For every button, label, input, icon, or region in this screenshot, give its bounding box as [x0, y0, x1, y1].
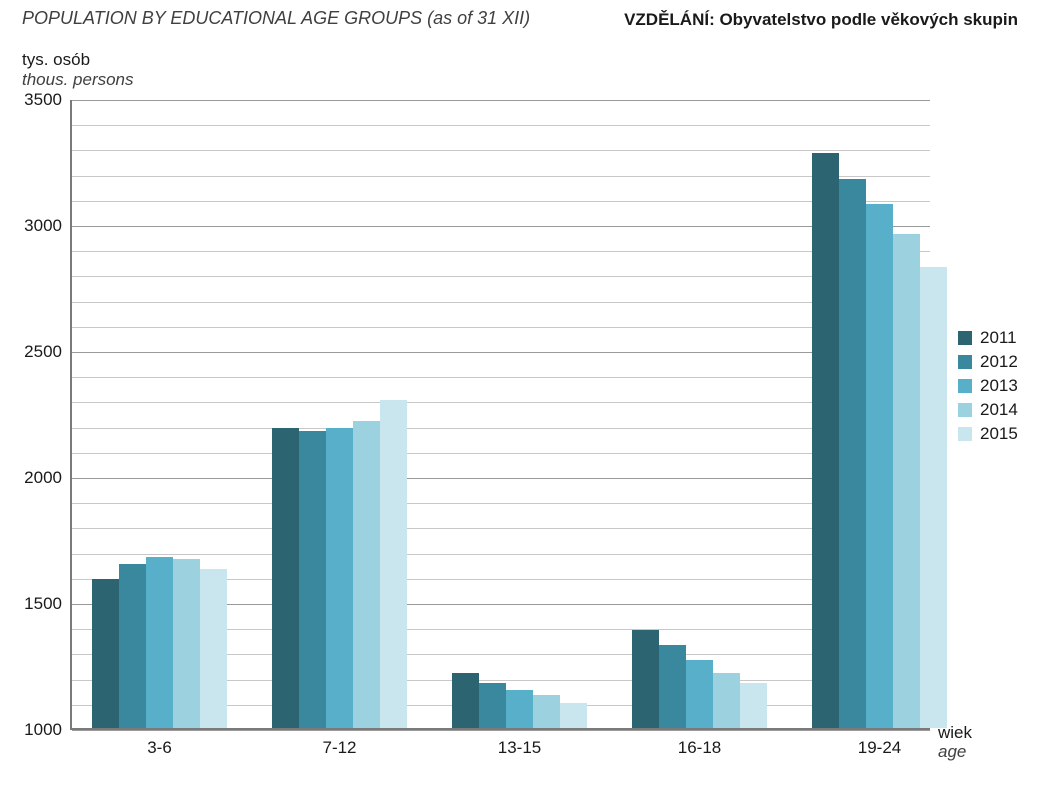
gridline-minor — [72, 377, 930, 378]
y-axis-label-line1: tys. osób — [22, 50, 134, 70]
y-tick-label: 2500 — [24, 342, 62, 362]
bar — [560, 703, 587, 728]
legend-item: 2011 — [958, 328, 1018, 348]
gridline-minor — [72, 503, 930, 504]
bar — [353, 421, 380, 728]
legend: 2011 2012 2013 2014 2015 — [958, 328, 1018, 448]
legend-label: 2015 — [980, 424, 1018, 444]
legend-item: 2015 — [958, 424, 1018, 444]
bar — [272, 428, 299, 728]
plot-wrap: 1000150020002500300035003-67-1213-1516-1… — [70, 100, 930, 730]
y-tick-label: 1500 — [24, 594, 62, 614]
x-tick-label: 3-6 — [147, 738, 172, 758]
legend-swatch — [958, 355, 972, 369]
gridline-major — [72, 730, 930, 731]
bar — [893, 234, 920, 728]
gridline-minor — [72, 402, 930, 403]
bar — [659, 645, 686, 728]
bar — [146, 557, 173, 728]
y-tick-label: 2000 — [24, 468, 62, 488]
gridline-minor — [72, 201, 930, 202]
gridline-minor — [72, 453, 930, 454]
bar — [92, 579, 119, 728]
bar — [200, 569, 227, 728]
bar — [632, 630, 659, 728]
bar — [299, 431, 326, 728]
y-axis-label-line2: thous. persons — [22, 70, 134, 90]
y-axis-label: tys. osób thous. persons — [22, 50, 134, 89]
bar — [326, 428, 353, 728]
x-tick-label: 7-12 — [322, 738, 356, 758]
gridline-minor — [72, 276, 930, 277]
gridline-minor — [72, 554, 930, 555]
legend-item: 2012 — [958, 352, 1018, 372]
gridline-minor — [72, 528, 930, 529]
bar — [740, 683, 767, 728]
plot-area: 1000150020002500300035003-67-1213-1516-1… — [70, 100, 930, 730]
gridline-minor — [72, 302, 930, 303]
x-axis-label: wiek age — [938, 724, 972, 761]
y-tick-label: 3500 — [24, 90, 62, 110]
x-axis-label-line1: wiek — [938, 724, 972, 743]
legend-swatch — [958, 427, 972, 441]
bar — [506, 690, 533, 728]
chart-title-right: VZDĚLÁNÍ: Obyvatelstvo podle věkových sk… — [624, 10, 1018, 30]
legend-swatch — [958, 379, 972, 393]
gridline-minor — [72, 176, 930, 177]
bar — [119, 564, 146, 728]
x-tick-label: 13-15 — [498, 738, 541, 758]
gridline-minor — [72, 150, 930, 151]
bar — [533, 695, 560, 728]
legend-swatch — [958, 403, 972, 417]
bar — [920, 267, 947, 728]
x-axis-label-line2: age — [938, 743, 972, 762]
legend-label: 2012 — [980, 352, 1018, 372]
bar — [479, 683, 506, 728]
legend-item: 2013 — [958, 376, 1018, 396]
gridline-minor — [72, 125, 930, 126]
bar — [866, 204, 893, 728]
legend-swatch — [958, 331, 972, 345]
bar — [686, 660, 713, 728]
y-tick-label: 1000 — [24, 720, 62, 740]
x-tick-label: 16-18 — [678, 738, 721, 758]
bar — [839, 179, 866, 728]
gridline-minor — [72, 327, 930, 328]
bar — [452, 673, 479, 728]
legend-label: 2014 — [980, 400, 1018, 420]
gridline-major — [72, 100, 930, 101]
bar — [380, 400, 407, 728]
bar — [812, 153, 839, 728]
legend-item: 2014 — [958, 400, 1018, 420]
gridline-major — [72, 226, 930, 227]
bar — [713, 673, 740, 728]
legend-label: 2013 — [980, 376, 1018, 396]
x-tick-label: 19-24 — [858, 738, 901, 758]
bar — [173, 559, 200, 728]
gridline-minor — [72, 251, 930, 252]
gridline-major — [72, 478, 930, 479]
y-tick-label: 3000 — [24, 216, 62, 236]
gridline-minor — [72, 428, 930, 429]
gridline-major — [72, 352, 930, 353]
legend-label: 2011 — [980, 328, 1017, 348]
chart-title-left: POPULATION BY EDUCATIONAL AGE GROUPS (as… — [22, 8, 530, 29]
